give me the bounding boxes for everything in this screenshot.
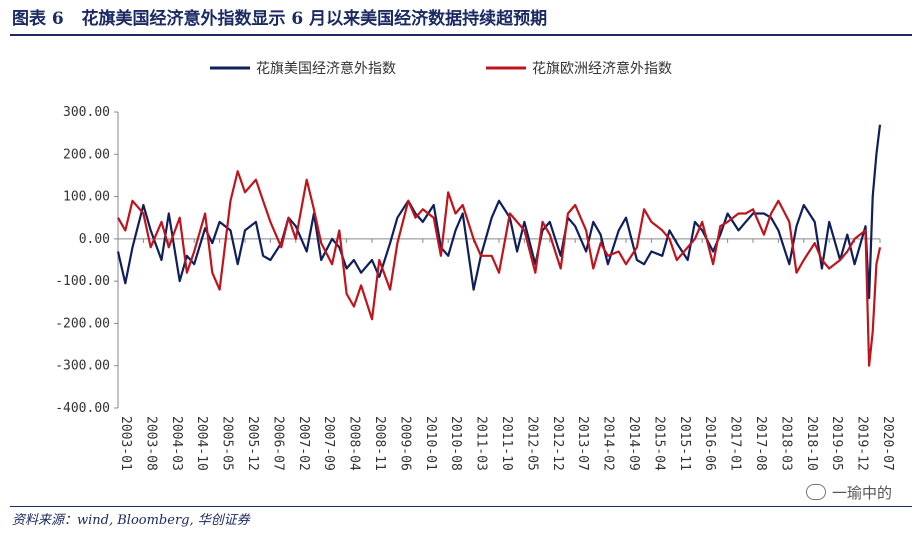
x-tick-label: 2010-01 [423, 416, 438, 471]
x-tick-label: 2004-03 [169, 416, 184, 471]
x-tick-label: 2003-01 [118, 416, 133, 471]
y-tick-label: 100.00 [63, 190, 110, 205]
x-tick-label: 2007-02 [296, 416, 311, 471]
figure-title: 图表 6 花旗美国经济意外指数显示 6 月以来美国经济数据持续超预期 [12, 6, 912, 32]
x-tick-label: 2010-08 [448, 416, 463, 471]
source-rule [10, 506, 912, 507]
y-tick-label: -100.00 [55, 274, 110, 289]
x-tick-label: 2018-10 [804, 416, 819, 471]
x-tick-label: 2013-07 [575, 416, 590, 471]
x-tick-label: 2011-03 [474, 416, 489, 471]
figure-title-text: 花旗美国经济意外指数显示 6 月以来美国经济数据持续超预期 [81, 9, 548, 29]
x-tick-label: 2006-07 [270, 416, 285, 471]
source-note: 资料来源：wind, Bloomberg, 华创证券 [12, 513, 250, 528]
x-tick-label: 2016-06 [702, 416, 717, 471]
chart-series [116, 124, 882, 367]
x-tick-label: 2012-05 [524, 416, 539, 471]
x-axis: 2003-01 2003-08 2004-03 2004-10 2005-05 2005-… [117, 238, 895, 471]
watermark: 一瑜中的 [805, 482, 892, 504]
line-chart: 花旗美国经济意外指数 花旗欧洲经济意外指数 300.00 200.00 100.00 0… [55, 60, 895, 471]
chart-legend: 花旗美国经济意外指数 花旗欧洲经济意外指数 [210, 60, 672, 77]
x-tick-label: 2008-04 [347, 416, 362, 471]
watermark-text: 一瑜中的 [831, 484, 892, 502]
x-tick-label: 2011-10 [499, 416, 514, 471]
x-tick-label: 2017-01 [728, 416, 743, 471]
x-tick-label: 2014-09 [626, 416, 641, 471]
x-tick-label: 2003-08 [143, 416, 158, 471]
x-tick-label: 2019-12 [855, 416, 870, 471]
x-tick-label: 2018-03 [778, 416, 793, 471]
title-rule [10, 34, 912, 36]
wechat-icon [805, 484, 826, 500]
legend-label-europe: 花旗欧洲经济意外指数 [532, 60, 672, 77]
x-tick-label: 2012-12 [550, 416, 565, 471]
x-tick-label: 2015-04 [651, 416, 666, 471]
x-tick-label: 2009-06 [397, 416, 412, 471]
series-line-europe [117, 170, 882, 367]
x-tick-label: 2005-05 [220, 416, 235, 471]
x-tick-label: 2005-12 [245, 416, 260, 471]
x-tick-label: 2004-10 [194, 416, 209, 471]
x-tick-label: 2015-11 [677, 416, 692, 471]
y-axis: 300.00 200.00 100.00 0.00 -100.00 -200.00 -300… [55, 105, 119, 416]
y-tick-label: 0.00 [79, 232, 110, 247]
figure-label: 图表 6 [12, 9, 64, 29]
legend-label-us: 花旗美国经济意外指数 [256, 60, 396, 77]
x-tick-label: 2020-07 [880, 416, 895, 471]
x-tick-label: 2017-08 [753, 416, 768, 471]
x-tick-label: 2008-11 [372, 416, 387, 471]
y-tick-label: -300.00 [55, 359, 110, 374]
x-tick-label: 2007-09 [321, 416, 336, 471]
y-tick-label: 200.00 [63, 147, 110, 162]
x-tick-label: 2019-05 [829, 416, 844, 471]
y-tick-label: -400.00 [55, 401, 110, 416]
y-tick-label: 300.00 [63, 105, 110, 120]
x-tick-label: 2014-02 [601, 416, 616, 471]
y-tick-label: -200.00 [55, 316, 110, 331]
